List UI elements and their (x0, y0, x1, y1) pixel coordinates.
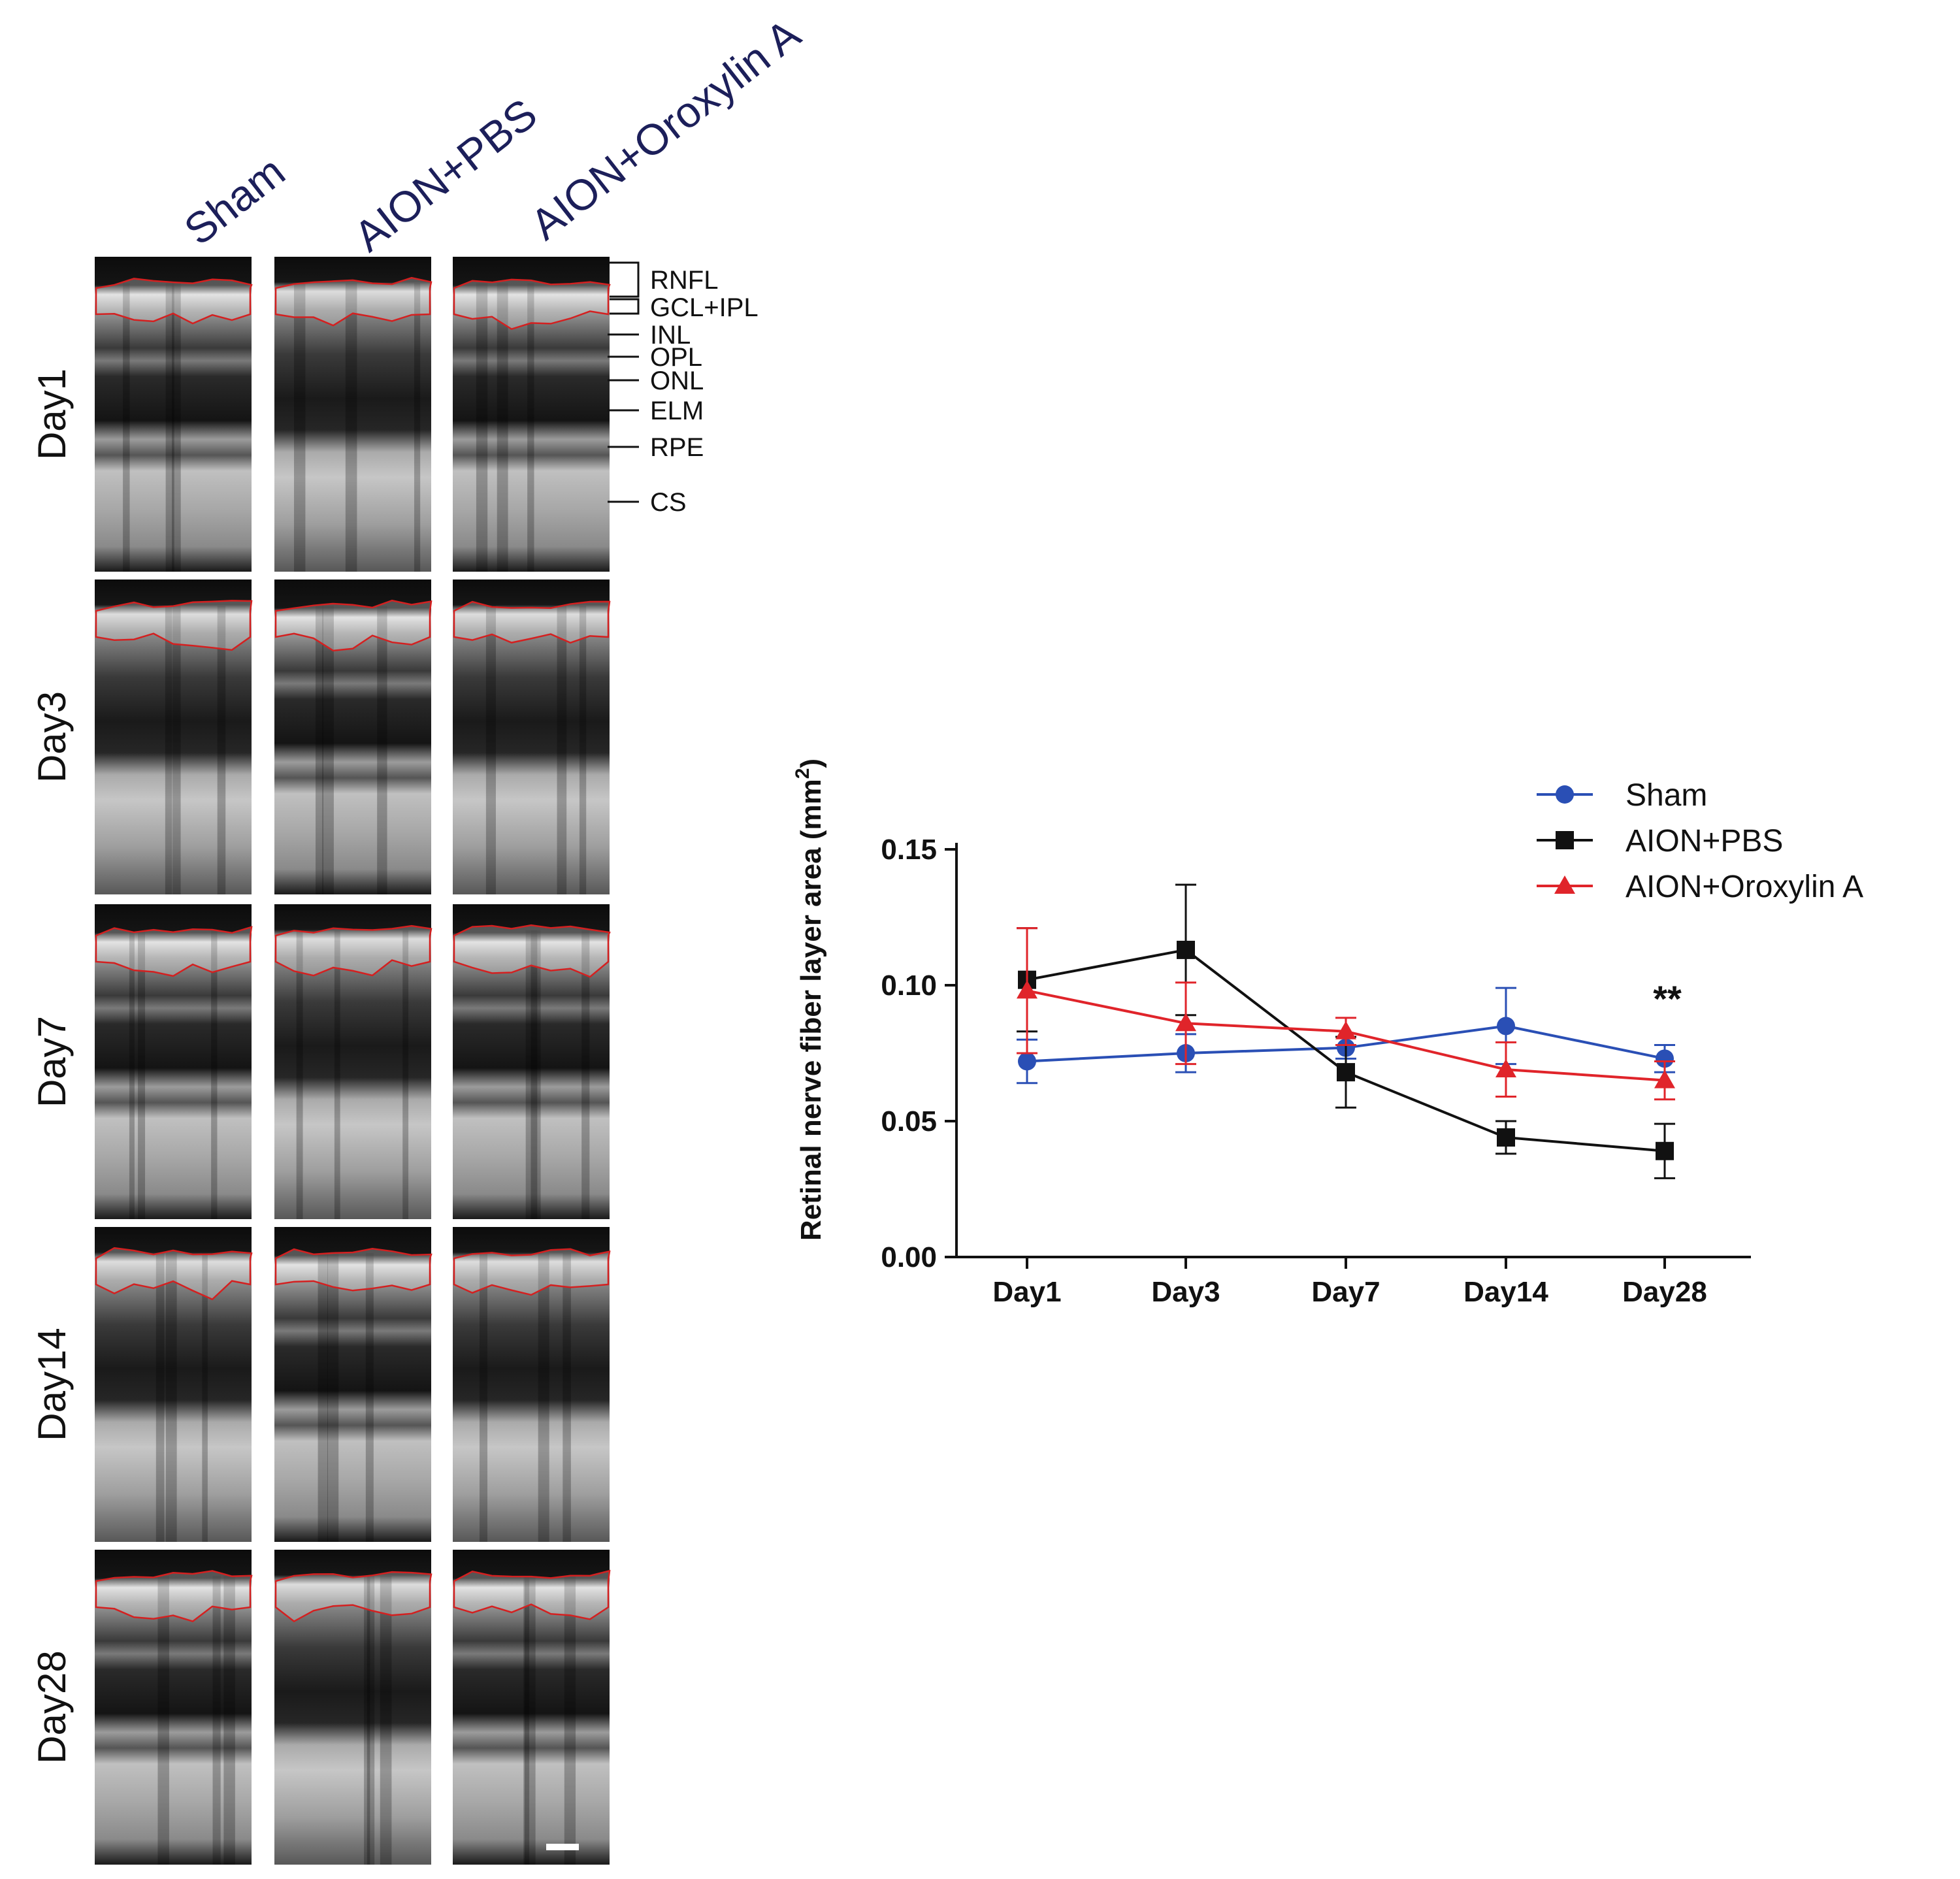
layer-label-rnfl: RNFL (610, 261, 718, 298)
oct-scan-day28-1 (274, 1550, 433, 1865)
oct-scan-day14-2 (453, 1227, 611, 1542)
column-header-1: AION+PBS (345, 89, 546, 261)
data-point-aion-pbs-3 (1497, 1128, 1515, 1147)
y-tick-label-1: 0.05 (881, 1105, 937, 1137)
oct-scan-day1-1 (274, 257, 433, 572)
row-header-day14: Day14 (30, 1328, 74, 1441)
data-point-aion-oroxylin-a-0 (1017, 980, 1037, 999)
legend-marker-aion-pbs (1556, 831, 1574, 849)
x-tick-label-0: Day1 (992, 1276, 1061, 1308)
legend-entry-aion-oroxylin-a: AION+Oroxylin A (1537, 870, 1863, 904)
data-point-aion-oroxylin-a-1 (1175, 1013, 1196, 1032)
svg-text:RNFL: RNFL (650, 266, 718, 295)
row-headers: Day1 Day3 Day7 Day14 Day28 (30, 368, 74, 1764)
data-point-aion-pbs-4 (1656, 1141, 1674, 1160)
column-header-2: AION+Oroxylin A (521, 9, 809, 249)
oct-scan-day14-1 (274, 1227, 433, 1542)
svg-text:ELM: ELM (650, 397, 704, 425)
svg-text:OPL: OPL (650, 343, 702, 372)
oct-scan-day1-0 (95, 257, 253, 572)
data-point-aion-oroxylin-a-3 (1495, 1058, 1516, 1077)
legend-entry-aion-pbs: AION+PBS (1537, 824, 1783, 858)
row-header-day7: Day7 (30, 1016, 74, 1107)
layer-label-opl: OPL (608, 343, 702, 372)
significance-annotation: ** (1653, 978, 1682, 1019)
chart-legend: Sham AION+PBS AION+Oroxylin A (1537, 778, 1863, 904)
oct-image-grid (95, 257, 611, 1865)
legend-marker-aion-oroxylin-a (1554, 875, 1575, 894)
scale-bar (546, 1844, 579, 1850)
row-header-day1: Day1 (30, 368, 74, 460)
y-tick-label-0: 0.00 (881, 1241, 937, 1273)
svg-text:ONL: ONL (650, 367, 704, 395)
legend-marker-sham (1556, 785, 1574, 804)
data-point-sham-3 (1497, 1017, 1515, 1036)
x-tick-label-2: Day7 (1311, 1276, 1380, 1308)
oct-scan-day7-1 (274, 904, 433, 1219)
oct-scan-day7-2 (453, 904, 611, 1219)
svg-text:GCL+IPL: GCL+IPL (650, 293, 759, 322)
rnfl-area-chart: 0.00 0.05 0.10 0.15 Day1 Day3 Day7 Day14 Day28 R… (792, 759, 1863, 1308)
oct-scan-day3-2 (453, 580, 611, 894)
oct-scan-day1-2 (453, 257, 611, 572)
layer-label-elm: ELM (608, 397, 704, 425)
oct-scan-day3-0 (95, 580, 253, 894)
data-point-aion-oroxylin-a-2 (1335, 1021, 1356, 1039)
chart-series (1017, 883, 1675, 1179)
layer-label-inl: INL (608, 321, 691, 350)
layer-label-onl: ONL (608, 367, 704, 395)
data-point-aion-oroxylin-a-4 (1654, 1070, 1675, 1088)
oct-scan-day14-0 (95, 1227, 253, 1542)
x-tick-label-4: Day28 (1622, 1276, 1707, 1308)
oct-scan-day7-0 (95, 904, 253, 1219)
legend-label-aion-oroxylin-a: AION+Oroxylin A (1625, 870, 1863, 904)
oct-scan-day3-1 (274, 580, 433, 894)
series-aion-oroxylin-a (1017, 927, 1675, 1101)
x-tick-label-3: Day14 (1463, 1276, 1548, 1308)
svg-text:INL: INL (650, 321, 691, 350)
data-point-sham-0 (1018, 1052, 1036, 1071)
row-header-day28: Day28 (30, 1650, 74, 1763)
oct-scan-day28-0 (95, 1550, 253, 1865)
svg-text:CS: CS (650, 488, 687, 517)
y-tick-label-3: 0.15 (881, 834, 937, 866)
layer-label-gcl-ipl: GCL+IPL (610, 293, 759, 322)
layer-label-cs: CS (608, 488, 687, 517)
data-point-aion-pbs-1 (1177, 940, 1195, 959)
data-point-aion-pbs-2 (1337, 1063, 1355, 1082)
y-axis-label: Retinal nerve fiber layer area (mm2) (792, 759, 827, 1241)
y-tick-label-2: 0.10 (881, 970, 937, 1002)
oct-scan-day28-2 (453, 1550, 611, 1865)
legend-label-sham: Sham (1625, 778, 1707, 813)
legend-label-aion-pbs: AION+PBS (1625, 824, 1783, 858)
legend-entry-sham: Sham (1537, 778, 1707, 813)
x-tick-label-1: Day3 (1151, 1276, 1220, 1308)
svg-text:RPE: RPE (650, 433, 704, 462)
chart-axes: 0.00 0.05 0.10 0.15 Day1 Day3 Day7 Day14 Day28 (881, 834, 1751, 1308)
column-header-0: Sham (175, 147, 293, 254)
row-header-day3: Day3 (30, 691, 74, 783)
data-point-sham-4 (1656, 1049, 1674, 1068)
layer-label-rpe: RPE (608, 433, 704, 462)
